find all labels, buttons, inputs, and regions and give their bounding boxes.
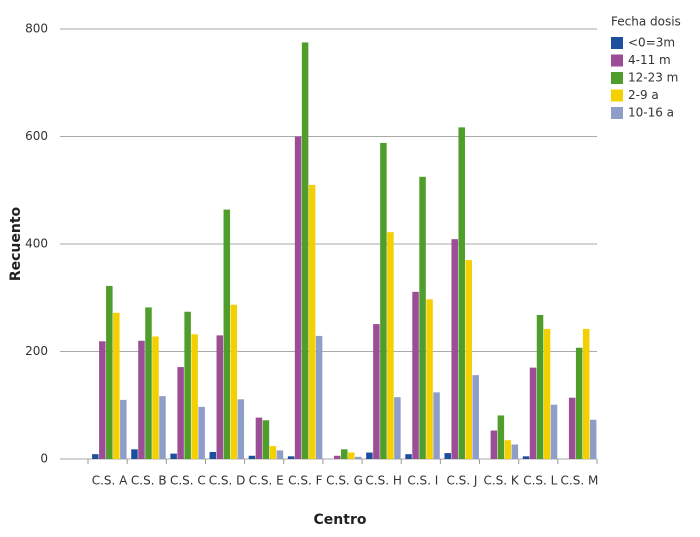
bar xyxy=(366,452,373,459)
bar xyxy=(504,440,512,459)
bar xyxy=(536,314,544,459)
bar xyxy=(301,42,309,459)
bar xyxy=(184,311,191,459)
bar xyxy=(355,456,362,459)
bar xyxy=(490,430,498,459)
bar xyxy=(412,291,419,459)
bar xyxy=(451,239,458,459)
bar xyxy=(419,176,426,459)
y-axis-label: Recuento xyxy=(8,206,24,281)
bar xyxy=(380,142,387,459)
bar xyxy=(152,336,159,459)
bar xyxy=(113,312,120,459)
bar xyxy=(465,260,472,459)
x-tick-label: C.S. F xyxy=(288,474,322,488)
x-tick-label: C.S. C xyxy=(170,474,206,488)
legend-label: 12-23 m xyxy=(628,71,678,85)
bar xyxy=(99,341,106,459)
x-tick-label: C.S. K xyxy=(483,474,519,488)
y-tick-label: 200 xyxy=(25,344,48,358)
x-tick-label: C.S. G xyxy=(326,474,363,488)
bar xyxy=(255,417,263,459)
x-tick-label: C.S. L xyxy=(523,474,557,488)
bar xyxy=(170,453,177,459)
bar xyxy=(223,209,231,459)
bar xyxy=(589,419,597,459)
x-tick-label: C.S. M xyxy=(561,474,599,488)
bar xyxy=(120,399,127,459)
x-tick-label: C.S. E xyxy=(249,474,284,488)
legend-swatch xyxy=(611,107,623,119)
bar xyxy=(106,285,113,459)
y-tick-label: 400 xyxy=(25,237,48,251)
bar xyxy=(92,454,99,459)
bar xyxy=(334,455,341,459)
bar xyxy=(308,184,316,459)
bar xyxy=(177,367,184,459)
bar xyxy=(511,444,519,459)
x-tick-label: C.S. B xyxy=(131,474,167,488)
bar xyxy=(262,420,270,459)
bar xyxy=(198,406,205,459)
bar xyxy=(348,452,355,459)
bar xyxy=(145,307,152,459)
bar xyxy=(543,328,551,459)
bar xyxy=(341,449,348,459)
bar xyxy=(269,446,277,459)
bar xyxy=(568,397,576,459)
x-tick-label: C.S. I xyxy=(407,474,438,488)
legend-swatch xyxy=(611,89,623,102)
y-tick-label: 0 xyxy=(40,452,48,466)
legend-swatch xyxy=(611,54,623,67)
bar xyxy=(237,399,245,459)
bar xyxy=(287,456,295,459)
bar xyxy=(472,375,479,459)
bar xyxy=(426,299,433,459)
bar xyxy=(529,367,537,459)
bar xyxy=(294,136,302,459)
bar xyxy=(582,328,590,459)
x-tick-label: C.S. H xyxy=(365,474,401,488)
bar xyxy=(276,450,284,459)
bar xyxy=(191,334,198,459)
bar xyxy=(209,452,217,459)
x-axis-label: Centro xyxy=(314,512,367,528)
bar xyxy=(444,453,451,459)
bar xyxy=(387,232,394,459)
bar xyxy=(405,454,412,459)
x-tick-label: C.S. A xyxy=(92,474,128,488)
legend-label: <0=3m xyxy=(628,36,675,50)
legend-swatch xyxy=(611,37,623,49)
bar xyxy=(216,335,224,459)
bar xyxy=(522,456,530,459)
legend-label: 4-11 m xyxy=(628,53,671,67)
y-tick-label: 600 xyxy=(25,129,48,143)
legend-title: Fecha dosis xyxy=(611,15,681,29)
legend-label: 10-16 a xyxy=(628,106,674,120)
bar xyxy=(458,127,465,460)
bar xyxy=(248,455,256,459)
legend-swatch xyxy=(611,72,623,84)
x-tick-label: C.S. J xyxy=(446,474,477,488)
bar xyxy=(550,404,558,459)
bar xyxy=(131,449,138,459)
bar xyxy=(433,392,440,459)
bar xyxy=(138,340,145,459)
y-tick-label: 800 xyxy=(25,22,48,36)
bar xyxy=(575,347,583,459)
x-tick-label: C.S. D xyxy=(209,474,246,488)
bar xyxy=(315,335,323,459)
bar xyxy=(230,304,238,459)
bar xyxy=(497,415,505,459)
legend-label: 2-9 a xyxy=(628,88,659,102)
bar xyxy=(373,324,380,459)
bar xyxy=(394,397,401,459)
bar xyxy=(159,396,166,459)
